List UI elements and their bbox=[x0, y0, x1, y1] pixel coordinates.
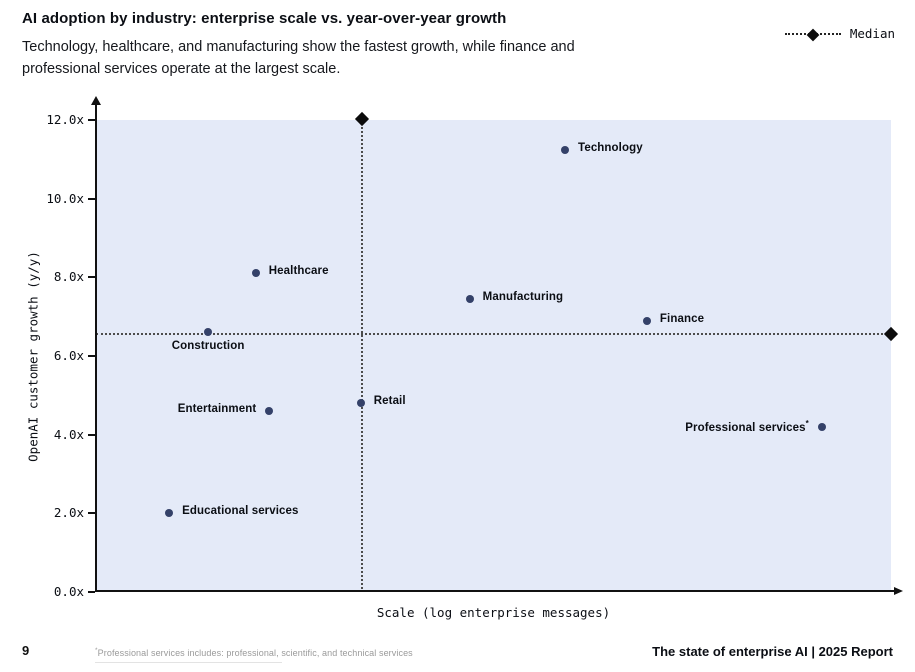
data-point bbox=[356, 399, 365, 408]
chart-title: AI adoption by industry: enterprise scal… bbox=[22, 10, 507, 27]
y-tick-label: 2.0x bbox=[53, 505, 84, 521]
median-vertical-line bbox=[361, 120, 364, 592]
y-tick-label: 12.0x bbox=[46, 112, 84, 127]
legend-label: Median bbox=[849, 26, 895, 41]
data-point bbox=[165, 509, 174, 518]
data-point bbox=[465, 294, 474, 303]
y-tick-mark bbox=[88, 119, 95, 121]
median-diamond-right-icon bbox=[883, 327, 899, 342]
median-dotted-line-icon bbox=[784, 28, 841, 41]
y-axis-arrow-icon bbox=[91, 96, 101, 105]
data-point-label: Technology bbox=[578, 141, 643, 154]
y-tick-mark bbox=[88, 591, 95, 593]
y-tick-label: 8.0x bbox=[53, 269, 84, 285]
median-diamond-top-icon bbox=[355, 111, 370, 127]
y-tick-mark bbox=[88, 355, 95, 357]
y-tick-mark bbox=[88, 433, 95, 436]
data-point-label: Professional services* bbox=[685, 418, 809, 434]
data-point-label: Retail bbox=[373, 395, 406, 408]
data-point-label: Entertainment bbox=[177, 403, 257, 416]
data-point bbox=[204, 328, 213, 337]
data-point-label: Healthcare bbox=[268, 265, 329, 278]
median-horizontal-line bbox=[96, 333, 891, 336]
data-point-label: Educational services bbox=[182, 505, 299, 518]
data-point bbox=[251, 269, 260, 278]
y-tick-mark bbox=[88, 512, 95, 515]
chart-subtitle: Technology, healthcare, and manufacturin… bbox=[22, 39, 575, 77]
y-tick-label: 4.0x bbox=[53, 426, 84, 442]
y-tick-mark bbox=[88, 276, 95, 279]
data-point-label: Finance bbox=[659, 312, 705, 325]
y-tick-mark bbox=[88, 197, 95, 200]
plot-area: Technology Healthcare Manufacturing Finance… bbox=[96, 111, 899, 592]
y-tick-label: 10.0x bbox=[46, 190, 84, 206]
page-number: 9 bbox=[22, 643, 30, 658]
x-axis-line bbox=[95, 590, 895, 592]
x-axis-arrow-icon bbox=[894, 587, 903, 595]
y-tick-label: 0.0x bbox=[53, 584, 84, 599]
footer-divider bbox=[95, 662, 282, 663]
data-point bbox=[265, 407, 274, 416]
footnote-asterisk: * bbox=[95, 647, 98, 654]
y-axis-line bbox=[95, 104, 97, 592]
data-point-label: Manufacturing bbox=[482, 290, 564, 303]
data-point bbox=[561, 145, 570, 154]
report-title: The state of enterprise AI | 2025 Report bbox=[652, 644, 893, 659]
data-point-label: Construction bbox=[171, 340, 245, 353]
legend: Median bbox=[784, 26, 895, 41]
data-point bbox=[817, 422, 826, 431]
data-point bbox=[642, 316, 651, 325]
footnote-text: Professional services includes: professi… bbox=[97, 648, 413, 658]
y-tick-label: 6.0x bbox=[53, 348, 84, 363]
footnote: *Professional services includes: profess… bbox=[95, 647, 413, 658]
label-asterisk: * bbox=[805, 418, 809, 428]
x-axis-title: Scale (log enterprise messages) bbox=[376, 605, 611, 620]
